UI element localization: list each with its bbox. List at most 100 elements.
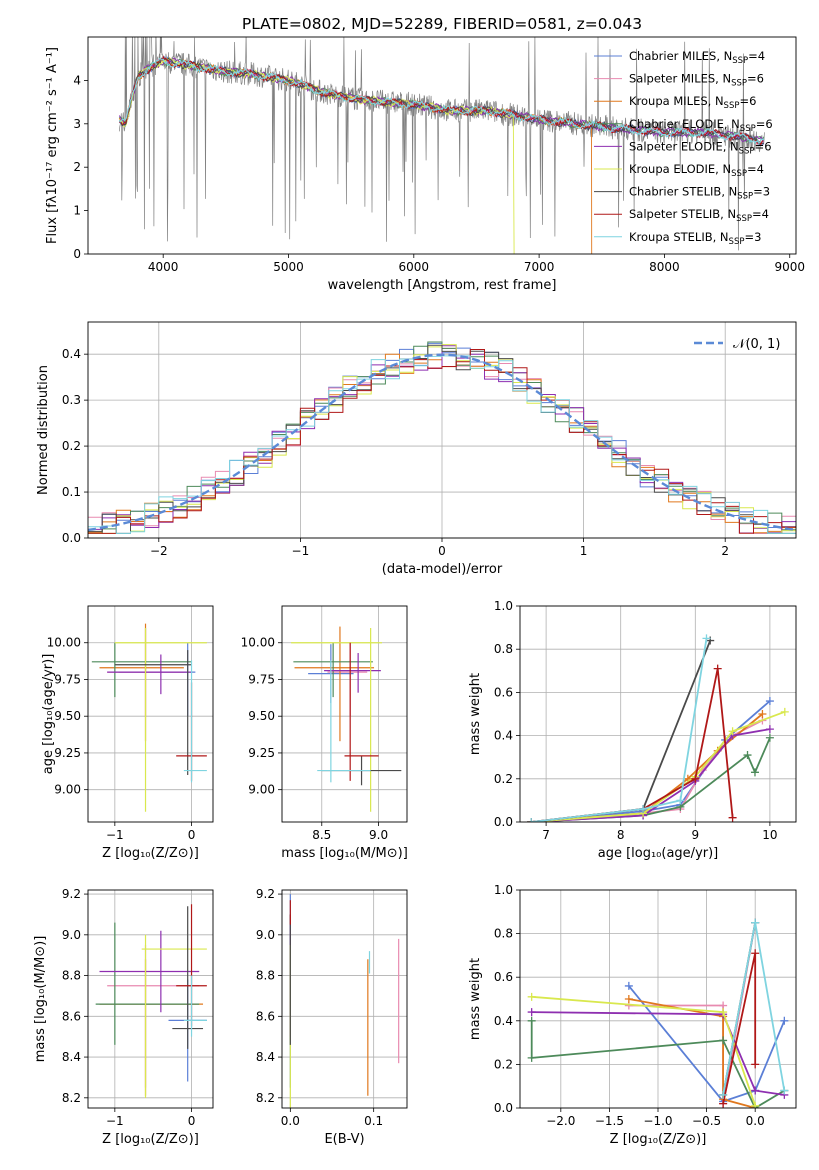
y-tick-label: 8.8 bbox=[62, 969, 81, 983]
mass-weight-marker bbox=[639, 805, 648, 814]
observed-spectrum bbox=[118, 37, 765, 251]
legend-entry: 𝒩(0, 1) bbox=[733, 337, 780, 352]
mass-weight-marker bbox=[713, 664, 722, 673]
chart-spectrum: 4000 5000 6000 7000 8000 9000 0 1 2 3 4 wavelength … bbox=[45, 36, 805, 293]
mass-weight-marker bbox=[719, 1090, 728, 1099]
y-tick-label: 1.0 bbox=[494, 599, 513, 613]
mass-weight-marker bbox=[751, 949, 760, 958]
x-tick-label: 0 bbox=[188, 1114, 196, 1128]
y-tick-label: 9.25 bbox=[248, 746, 275, 760]
plot-area bbox=[289, 894, 400, 1108]
model-spectrum bbox=[118, 58, 765, 145]
normal-curve bbox=[88, 353, 796, 532]
y-tick-label: 9.0 bbox=[256, 928, 275, 942]
axes: −2 −1 0 1 2 0.0 0.1 0.2 0.3 0.4 (data-model)/error… bbox=[36, 321, 797, 577]
x-axis-label: mass [log₁₀(M/M⊙)] bbox=[281, 846, 408, 861]
y-tick-label: 0.6 bbox=[494, 685, 513, 699]
mass-weight-marker bbox=[765, 725, 774, 734]
mass-weight-line bbox=[531, 668, 734, 822]
x-tick-label: 1 bbox=[580, 544, 588, 558]
plot-area bbox=[527, 634, 789, 822]
x-tick-label: −2.0 bbox=[546, 1114, 575, 1128]
mass-weight-marker bbox=[702, 634, 711, 643]
chart-mass_vs_EBV: 0.0 0.1 8.2 8.4 8.6 8.8 9.0 9.2 E(B-V) bbox=[256, 887, 408, 1147]
y-tick-label: 8.4 bbox=[62, 1050, 81, 1064]
legend: Chabrier MILES, NSSP=4 Salpeter MILES, NS… bbox=[594, 49, 773, 247]
residual-histogram bbox=[88, 355, 796, 534]
model-spectrum bbox=[119, 55, 765, 147]
mass-weight-marker bbox=[624, 995, 633, 1003]
plot-area bbox=[291, 626, 402, 812]
legend-entry: Salpeter ELODIE, NSSP=6 bbox=[629, 139, 772, 156]
x-axis-label: Z [log₁₀(Z/Z⊙)] bbox=[610, 1132, 707, 1147]
mass-weight-marker bbox=[751, 1101, 760, 1108]
model-spectrum bbox=[118, 57, 765, 143]
y-tick-label: 0.2 bbox=[494, 772, 513, 786]
y-tick-label: 9.00 bbox=[248, 783, 275, 797]
plot-area bbox=[91, 623, 207, 812]
chart-massweight_vs_age: 7 8 9 10 0.0 0.2 0.4 0.6 0.8 1.0 age [log₁₀(age/yr… bbox=[468, 599, 797, 861]
x-tick-label: −1 bbox=[292, 544, 310, 558]
mass-weight-marker bbox=[719, 1099, 728, 1108]
mass-weight-marker bbox=[751, 1060, 760, 1069]
residual-histogram bbox=[88, 349, 796, 534]
x-tick-label: −1.5 bbox=[595, 1114, 624, 1128]
mass-weight-line bbox=[722, 922, 786, 1096]
residual-histogram bbox=[88, 345, 796, 534]
y-tick-label: 10.00 bbox=[241, 636, 275, 650]
x-tick-label: 9000 bbox=[774, 260, 805, 274]
mass-weight-marker bbox=[719, 1008, 728, 1017]
mass-weight-marker bbox=[624, 981, 633, 990]
figure-title: PLATE=0802, MJD=52289, FIBERID=0581, z=0… bbox=[242, 15, 642, 33]
x-tick-label: 9.0 bbox=[369, 828, 388, 842]
x-tick-label: 0 bbox=[438, 544, 446, 558]
x-tick-label: 2 bbox=[721, 544, 729, 558]
chart-mass_vs_Z: −1 0 8.2 8.4 8.6 8.8 9.0 9.2 Z [log₁₀(Z/Z⊙)] mass… bbox=[33, 887, 214, 1147]
chart-residuals: −2 −1 0 1 2 0.0 0.1 0.2 0.3 0.4 (data-model)/error… bbox=[36, 321, 797, 577]
y-tick-label: 0.4 bbox=[494, 1014, 513, 1028]
x-tick-label: 5000 bbox=[273, 260, 304, 274]
mass-weight-marker bbox=[527, 818, 536, 822]
x-tick-label: 0 bbox=[188, 828, 196, 842]
y-tick-label: 9.2 bbox=[62, 887, 81, 901]
y-tick-label: 8.8 bbox=[256, 969, 275, 983]
grid bbox=[88, 606, 213, 822]
y-tick-label: 0.8 bbox=[494, 642, 513, 656]
x-tick-label: 8 bbox=[617, 828, 625, 842]
axes-frame bbox=[87, 605, 214, 823]
x-tick-label: 8000 bbox=[649, 260, 680, 274]
y-tick-label: 8.2 bbox=[62, 1091, 81, 1105]
x-tick-label: 0.0 bbox=[281, 1114, 300, 1128]
x-tick-label: −1 bbox=[106, 828, 124, 842]
x-tick-label: 4000 bbox=[148, 260, 179, 274]
chart-age_vs_Z: −1 0 9.00 9.25 9.50 9.75 10.00 Z [log₁₀(Z/Z⊙)] a… bbox=[41, 605, 214, 861]
x-axis-label: Z [log₁₀(Z/Z⊙)] bbox=[102, 1132, 199, 1147]
mass-weight-marker bbox=[728, 727, 737, 736]
x-axis-label: age [log₁₀(age/yr)] bbox=[598, 846, 719, 861]
mass-weight-line bbox=[531, 1011, 785, 1096]
y-tick-label: 0.8 bbox=[494, 927, 513, 941]
x-tick-label: 9 bbox=[691, 828, 699, 842]
y-tick-label: 9.2 bbox=[256, 887, 275, 901]
mass-weight-marker bbox=[527, 1008, 536, 1017]
axes: 0.0 0.1 8.2 8.4 8.6 8.8 9.0 9.2 E(B-V) bbox=[256, 887, 408, 1147]
mass-weight-marker bbox=[743, 751, 752, 760]
y-tick-label: 3 bbox=[73, 117, 81, 131]
legend: 𝒩(0, 1) bbox=[694, 337, 780, 352]
axes-frame bbox=[281, 889, 408, 1109]
y-tick-label: 8.6 bbox=[62, 1009, 81, 1023]
y-tick-label: 4 bbox=[73, 73, 81, 87]
legend-entry: Kroupa STELIB, NSSP=3 bbox=[629, 230, 761, 247]
y-tick-label: 1.0 bbox=[494, 883, 513, 897]
legend-entry: Chabrier STELIB, NSSP=3 bbox=[629, 185, 770, 202]
grid bbox=[282, 606, 407, 822]
y-tick-label: 9.00 bbox=[54, 783, 81, 797]
model-spectrum bbox=[119, 57, 515, 254]
mass-weight-marker bbox=[527, 992, 536, 1001]
mass-weight-marker bbox=[751, 918, 760, 927]
x-tick-label: 10 bbox=[762, 828, 777, 842]
x-tick-label: 0.1 bbox=[364, 1114, 383, 1128]
axes-frame bbox=[87, 36, 797, 255]
x-tick-label: −1.0 bbox=[643, 1114, 672, 1128]
